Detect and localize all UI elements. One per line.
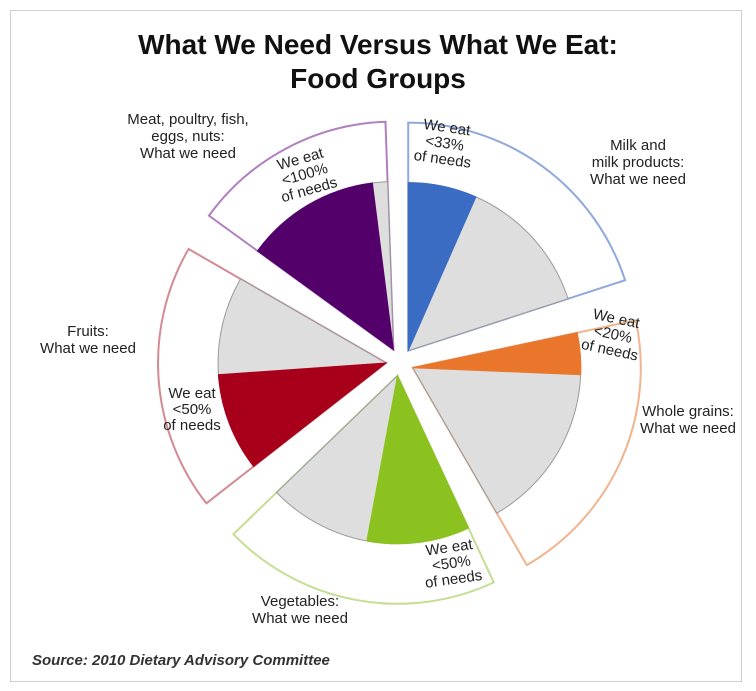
chart-title: What We Need Versus What We Eat:	[138, 29, 618, 60]
eat-label-whole-grains: We eat<20%of needs	[580, 305, 646, 365]
eat-wedge-whole-grains	[412, 332, 582, 376]
eat-label-fruits: We eat <50% of needs	[163, 385, 221, 434]
eat-wedge-vegetables	[366, 374, 470, 545]
need-label-vegetables: Vegetables: What we need	[252, 593, 348, 627]
source-note: Source: 2010 Dietary Advisory Committee	[32, 652, 330, 669]
need-label-milk: Milk and milk products: What we need	[590, 137, 686, 188]
eat-wedge-fruits	[217, 362, 388, 468]
need-label-fruits: Fruits: What we need	[40, 323, 136, 357]
need-label-whole-grains: Whole grains: What we need	[640, 403, 736, 437]
chart-subtitle: Food Groups	[290, 63, 466, 94]
eat-wedge-meat	[256, 182, 395, 351]
eat-label-meat: We eat<100%of needs	[270, 143, 339, 206]
eat-wedge-milk	[407, 182, 477, 351]
need-label-meat: Meat, poultry, fish, eggs, nuts: What we n…	[127, 111, 248, 162]
